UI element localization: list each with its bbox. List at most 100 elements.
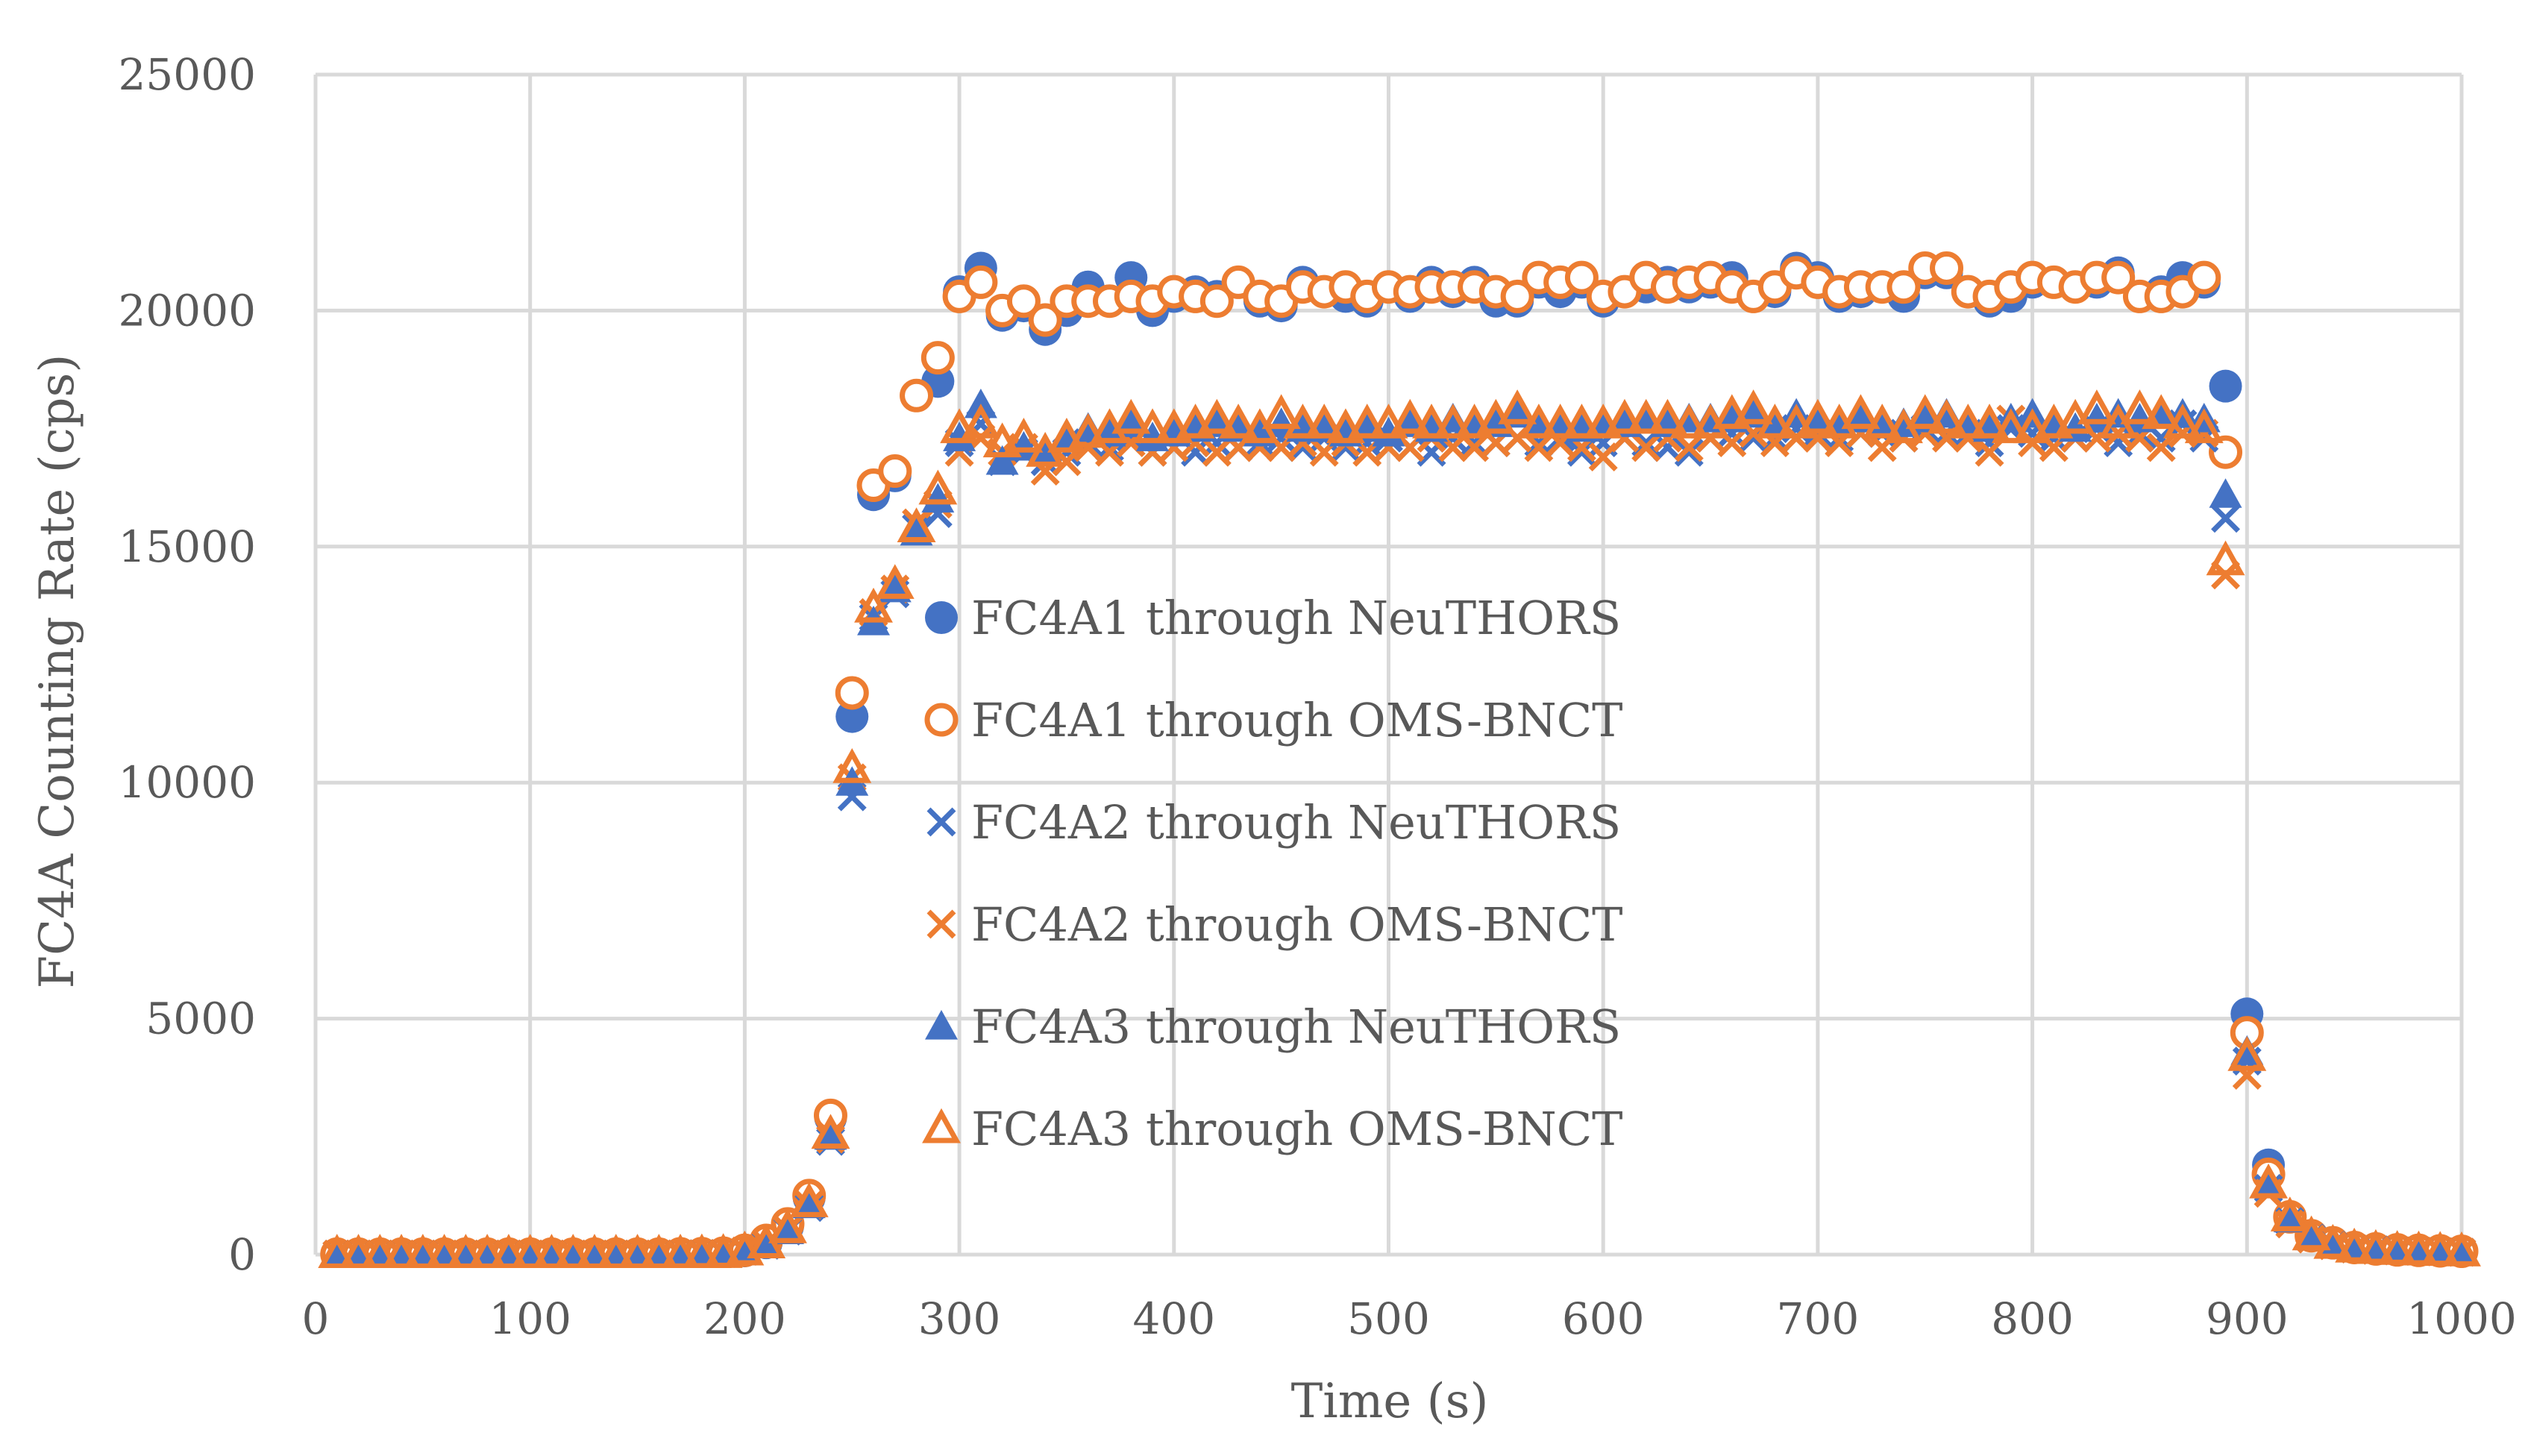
legend: FC4A1 through NeuTHORS FC4A1 through OMS-…	[922, 591, 1623, 1156]
data-point	[575, 1234, 614, 1268]
data-point	[533, 1234, 571, 1268]
x-tick-label: 400	[1132, 1293, 1215, 1344]
data-point	[1970, 404, 2010, 439]
data-point	[1564, 260, 1599, 295]
legend-label: FC4A3 through NeuTHORS	[971, 1000, 1621, 1054]
data-point	[1500, 279, 1534, 313]
data-point	[1347, 404, 1387, 439]
data-point	[1068, 412, 1108, 448]
data-point	[2249, 1163, 2289, 1199]
data-point	[1199, 284, 1234, 318]
data-point	[771, 1214, 804, 1244]
data-point	[1734, 389, 1773, 424]
data-point	[2101, 260, 2136, 295]
data-point	[1326, 408, 1365, 444]
y-axis-title: FC4A Counting Rate (cps)	[30, 354, 85, 989]
data-point	[789, 1182, 829, 1217]
data-point	[1674, 433, 1704, 462]
x-tick-label: 600	[1562, 1293, 1645, 1344]
x-tick-label: 100	[489, 1293, 571, 1344]
legend-item: FC4A3 through OMS-BNCT	[922, 1102, 1623, 1156]
data-point	[1176, 404, 1215, 439]
data-point	[2295, 1220, 2328, 1251]
data-point	[2252, 1167, 2286, 1197]
legend-marker	[925, 1010, 958, 1040]
data-point	[2270, 1196, 2309, 1231]
data-point	[1562, 404, 1602, 439]
data-point	[597, 1234, 636, 1268]
data-point	[1930, 251, 1964, 285]
data-point	[489, 1234, 528, 1268]
data-point	[1631, 433, 1661, 462]
data-point	[985, 445, 1019, 475]
x-tick-label: 200	[703, 1293, 786, 1344]
data-point	[683, 1233, 721, 1268]
data-point	[1886, 270, 1921, 304]
data-point	[1006, 284, 1041, 318]
data-point	[2399, 1230, 2438, 1266]
data-point	[339, 1234, 378, 1268]
data-point	[2335, 1227, 2374, 1263]
x-tick-label: 1000	[2406, 1293, 2517, 1344]
x-tick-label: 300	[918, 1293, 1001, 1344]
data-point	[1841, 394, 1881, 430]
data-point	[2316, 1228, 2350, 1258]
data-point	[1755, 404, 1795, 439]
legend-label: FC4A2 through NeuTHORS	[971, 795, 1621, 850]
x-axis-title: Time (s)	[1291, 1374, 1489, 1429]
data-point	[553, 1234, 592, 1268]
series-6	[318, 389, 2481, 1268]
data-point	[1524, 433, 1554, 462]
data-point	[1133, 408, 1172, 444]
data-point	[1369, 404, 1408, 439]
data-point	[878, 454, 912, 489]
data-point	[1927, 398, 1966, 434]
data-point	[1029, 436, 1062, 465]
data-point	[2034, 404, 2074, 439]
data-point	[964, 265, 998, 299]
x-tick-label: 900	[2206, 1293, 2289, 1344]
data-point	[1605, 398, 1644, 434]
data-point	[2013, 408, 2052, 444]
data-point	[661, 1234, 700, 1268]
data-point	[943, 421, 976, 451]
data-point	[1390, 398, 1430, 434]
data-point	[964, 388, 997, 418]
x-tick-label: 700	[1777, 1293, 1860, 1344]
data-point	[1674, 437, 1704, 467]
grid-lines	[313, 72, 2464, 1257]
data-point	[1197, 398, 1237, 434]
data-point	[2227, 1036, 2267, 1071]
data-point	[2377, 1230, 2417, 1265]
data-point	[2209, 435, 2243, 469]
data-point	[1004, 418, 1044, 453]
legend-label: FC4A3 through OMS-BNCT	[971, 1102, 1623, 1156]
data-point	[2209, 478, 2242, 508]
y-tick-label: 15000	[118, 521, 256, 572]
data-point	[618, 1234, 657, 1268]
legend-marker	[922, 1108, 961, 1143]
data-point	[2211, 503, 2241, 533]
data-point	[2313, 1223, 2353, 1259]
data-point	[835, 676, 869, 710]
data-point	[1028, 303, 1062, 337]
data-point	[360, 1234, 399, 1268]
data-point	[511, 1234, 550, 1268]
x-tick-label: 0	[302, 1293, 330, 1344]
data-point	[2184, 408, 2224, 444]
data-point	[2356, 1228, 2395, 1264]
legend-item: FC4A3 through NeuTHORS	[925, 1000, 1621, 1054]
data-point	[1052, 447, 1082, 477]
legend-item: FC4A2 through OMS-BNCT	[926, 897, 1623, 952]
data-point	[982, 422, 1022, 458]
data-point	[1283, 404, 1323, 439]
y-tick-label: 10000	[118, 757, 256, 808]
data-point	[1372, 416, 1405, 447]
data-point	[768, 1208, 807, 1243]
data-point	[1047, 418, 1086, 453]
data-point	[897, 507, 936, 542]
data-point	[792, 1188, 826, 1219]
data-point	[1433, 404, 1472, 439]
data-point	[1566, 437, 1596, 467]
